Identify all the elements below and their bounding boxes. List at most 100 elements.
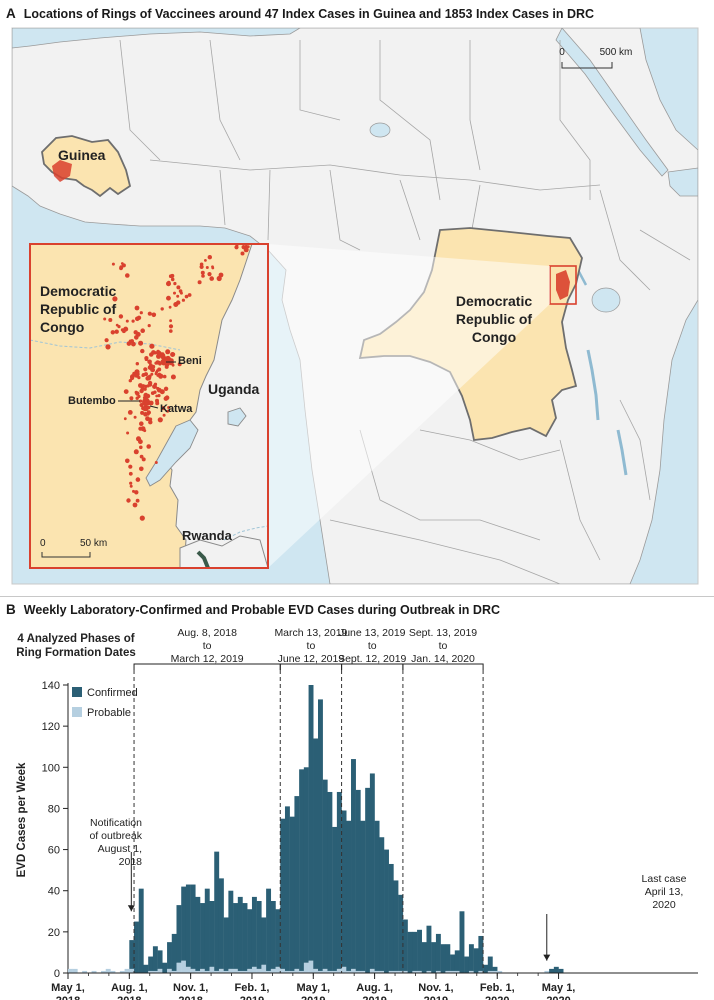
case-location-dot xyxy=(104,338,109,343)
panel-separator xyxy=(0,596,714,597)
confirmed-bar xyxy=(181,886,187,961)
case-location-dot xyxy=(117,325,121,329)
inset-dashed-border xyxy=(30,339,181,351)
confirmed-bar xyxy=(247,909,253,969)
inset-lake-edward xyxy=(145,419,199,487)
phase-dividers xyxy=(133,670,484,973)
confirmed-bar xyxy=(214,851,220,971)
probable-bar xyxy=(195,970,201,973)
case-location-dot xyxy=(150,372,154,376)
notification-arrow xyxy=(127,852,135,912)
confirmed-bar xyxy=(134,921,139,973)
x-tick-label: Nov. 1, xyxy=(418,982,453,994)
probable-bar xyxy=(157,968,163,973)
case-location-dot xyxy=(140,410,145,415)
y-tick-label: 80 xyxy=(48,803,60,815)
case-location-dot xyxy=(170,374,176,380)
confirmed-bar xyxy=(261,917,267,965)
inset-lake-george xyxy=(227,407,247,427)
case-location-dot xyxy=(211,265,214,269)
phase-bracket xyxy=(402,663,484,670)
notification-arrow-head xyxy=(127,905,135,912)
case-location-dot xyxy=(140,328,145,334)
last-case-annotation: Last case April 13, 2020 xyxy=(642,873,687,911)
case-location-dot xyxy=(160,307,164,311)
last-case-line-1: Last case xyxy=(642,873,687,885)
phase-label: Aug. 8, 2018 xyxy=(177,627,237,639)
confirmed-bar xyxy=(365,787,371,973)
last-case-arrow xyxy=(543,914,551,961)
gulf-of-aden xyxy=(667,167,698,197)
confirmed-bar xyxy=(322,779,328,969)
notification-annotation: Notification of outbreak August 1, 2018 xyxy=(89,817,142,868)
phase-label: to xyxy=(439,640,448,652)
case-location-dot xyxy=(143,387,147,391)
case-location-dot xyxy=(153,390,157,394)
case-location-dot xyxy=(146,375,152,381)
case-location-dot xyxy=(103,317,107,321)
case-location-dot xyxy=(126,431,130,435)
panel-b-letter: B xyxy=(6,602,16,617)
x-tick-label: Aug. 1, xyxy=(111,982,148,994)
confirmed-bar xyxy=(431,942,437,973)
case-location-dot xyxy=(143,429,147,433)
probable-bar xyxy=(247,968,253,973)
notification-line-4: 2018 xyxy=(119,856,143,868)
case-location-dot xyxy=(162,374,167,379)
confirmed-bar xyxy=(129,940,135,969)
case-location-dot xyxy=(125,319,129,323)
probable-bar xyxy=(228,968,234,973)
inset-drc-label: Democratic Republic of Congo xyxy=(40,283,117,335)
x-tick-label: Feb. 1, xyxy=(235,982,270,994)
probable-bar xyxy=(346,970,352,973)
x-tick-label: 2019 xyxy=(240,995,264,1000)
x-tick-label: Feb. 1, xyxy=(480,982,515,994)
probable-bar xyxy=(148,970,154,973)
confirmed-bar xyxy=(558,968,564,973)
probable-bar xyxy=(492,970,498,973)
lake-malawi xyxy=(616,429,628,476)
case-location-dot xyxy=(209,276,214,281)
case-location-dot xyxy=(134,371,140,377)
y-tick-label: 20 xyxy=(48,927,60,939)
confirmed-bar xyxy=(332,826,338,971)
case-location-dot xyxy=(123,417,127,421)
inset-scale-zero: 0 xyxy=(40,538,46,549)
case-location-dot xyxy=(162,413,166,417)
probable-bar xyxy=(110,970,116,973)
confirmed-bar xyxy=(242,903,248,971)
case-location-dot xyxy=(207,255,212,260)
confirmed-bar xyxy=(266,888,272,971)
probable-bar xyxy=(369,968,375,973)
lake-victoria xyxy=(591,287,621,313)
probable-bar xyxy=(355,970,361,973)
case-location-dot xyxy=(161,406,166,411)
probable-bar xyxy=(454,970,460,973)
probable-bar xyxy=(91,970,97,973)
y-tick-label: 40 xyxy=(48,886,60,898)
case-location-dot xyxy=(133,449,139,455)
probable-bar xyxy=(119,970,125,973)
katwa-label: Katwa xyxy=(160,403,193,415)
main-scale-zero: 0 xyxy=(559,47,565,58)
confirmed-bar xyxy=(195,896,201,971)
last-case-line-3: 2020 xyxy=(652,899,676,911)
probable-bar xyxy=(393,970,399,973)
case-location-dot xyxy=(133,415,137,419)
case-location-dot xyxy=(134,490,139,495)
legend-confirmed-swatch xyxy=(72,687,82,697)
drc-label-line-1: Democratic xyxy=(456,293,532,309)
case-location-dot xyxy=(129,484,133,488)
confirmed-bar xyxy=(369,773,375,969)
inset-border xyxy=(29,243,269,569)
x-tick-label: 2020 xyxy=(485,995,509,1000)
case-location-dot xyxy=(169,319,173,323)
probable-bar xyxy=(303,962,309,973)
phase-label: to xyxy=(307,640,316,652)
case-location-dot xyxy=(138,426,143,431)
confirmed-bar xyxy=(421,942,427,973)
case-location-dot xyxy=(139,388,144,394)
phases-heading-line-1: 4 Analyzed Phases of xyxy=(17,633,134,645)
probable-bar xyxy=(270,968,276,973)
